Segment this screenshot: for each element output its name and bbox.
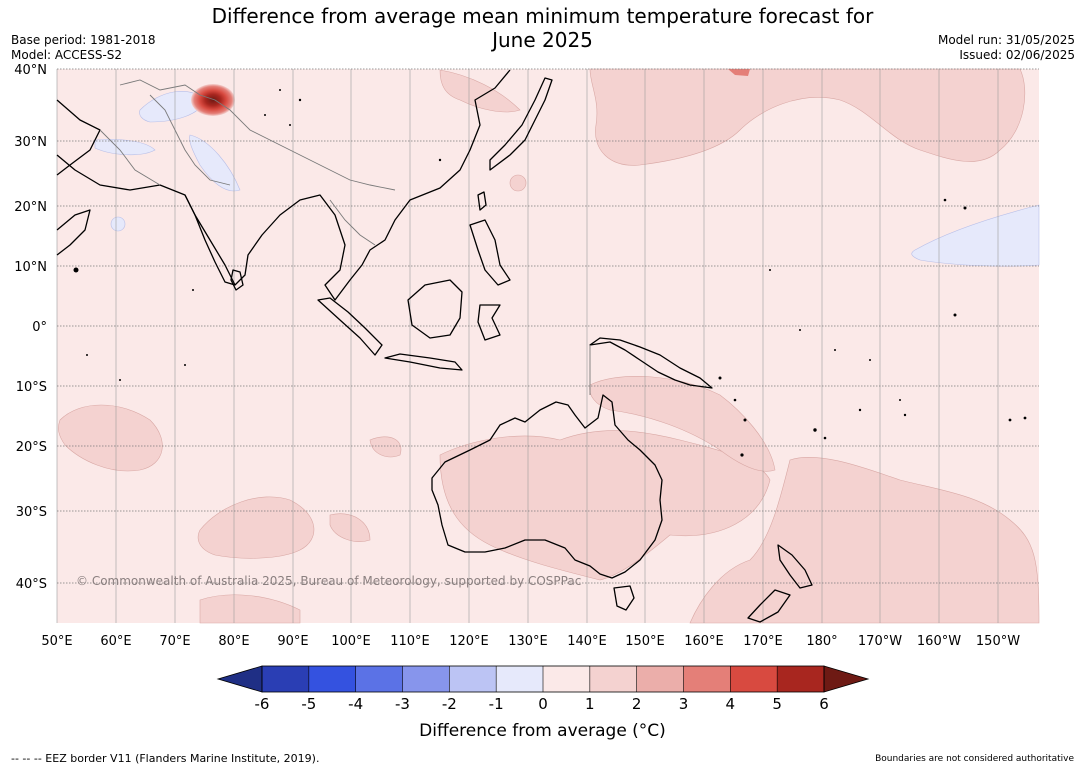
colorbar-segment [543,666,590,692]
lat-label: 10°S [16,380,47,395]
country-borders [99,79,591,395]
lon-label: 170°W [858,634,902,649]
colorbar-tick-label: -6 [255,695,270,713]
lat-label: 40°S [16,577,47,592]
meta-left: Base period: 1981-2018 Model: ACCESS-S2 [11,33,156,63]
colorbar-tick-label: 3 [679,695,689,713]
anomaly-warm-regions [58,68,1040,624]
sulawesi-coast [477,304,501,341]
lat-label: 30°N [14,135,47,150]
lon-label: 170°E [743,634,783,649]
sri-lanka-coast [230,269,244,291]
lon-label: 70°E [159,634,190,649]
new-guinea-coast [589,337,713,389]
colorbar-segment [496,666,543,692]
africa-horn-coast [56,209,91,256]
colorbar-extend-low [216,665,263,693]
colorbar-segment [355,666,403,692]
lon-label: 100°E [331,634,371,649]
colorbar-tick-label: 0 [538,695,548,713]
colorbar-tick-label: -2 [442,695,457,713]
arabia-coast [56,99,101,176]
india-coast [184,194,236,286]
copyright-notice: © Commonwealth of Australia 2025, Bureau… [76,574,582,588]
colorbar-extend-high [823,665,870,693]
lon-label: 160°E [684,634,724,649]
colorbar-segment [449,666,497,692]
colorbar-label: Difference from average (°C) [419,721,666,741]
australia-coast [431,394,663,579]
lon-label: 160°W [917,634,961,649]
colorbar-segment [777,666,824,692]
map-gridlines [56,68,1039,623]
lon-label: 90°E [277,634,308,649]
lon-label: 140°E [567,634,607,649]
colorbar-tick-label: 1 [585,695,595,713]
lon-label: 60°E [100,634,131,649]
colorbar-segment [636,666,684,692]
title-line-1: Difference from average mean minimum tem… [211,4,874,28]
longitude-labels: 50°E 60°E 70°E 80°E 90°E 100°E 110°E 120… [41,634,1020,649]
tasmania-coast [613,585,635,611]
colorbar-tick-label: -4 [348,695,363,713]
sumatra-coast [317,297,383,356]
colorbar-tick-label: 4 [726,695,736,713]
lon-label: 50°E [41,634,72,649]
base-period: Base period: 1981-2018 [11,33,156,47]
coastlines [56,69,813,623]
pacific-islands [73,89,1027,457]
new-zealand-south-coast [747,589,791,623]
small-warm-patch [728,69,750,76]
issued-date: Issued: 02/06/2025 [959,48,1075,62]
taiwan-coast [477,191,487,211]
lon-label: 130°E [508,634,548,649]
lat-label: 20°S [16,440,47,455]
lon-label: 180° [806,634,837,649]
page-title: Difference from average mean minimum tem… [0,4,1085,52]
anomaly-hotspot [191,84,235,116]
title-line-2: June 2025 [492,28,593,52]
colorbar-segment [730,666,778,692]
model-run: Model run: 31/05/2025 [937,33,1075,47]
eez-note: -- -- -- EEZ border V11 (Flanders Marine… [11,752,320,765]
new-zealand-north-coast [777,544,813,589]
lat-label: 30°S [16,505,47,520]
colorbar-ticks: -6 -5 -4 -3 -2 -1 0 1 2 3 4 5 6 [255,695,829,713]
lon-label: 150°W [976,634,1020,649]
borneo-coast [407,279,463,339]
colorbar-tick-label: 5 [772,695,782,713]
colorbar-segment [589,666,637,692]
colorbar-tick-label: 2 [632,695,642,713]
colorbar-tick-label: -1 [489,695,504,713]
model-name: Model: ACCESS-S2 [11,48,123,62]
colorbar-tick-label: -5 [301,695,316,713]
lon-label: 110°E [390,634,430,649]
latitude-labels: 40°N 30°N 20°N 10°N 0° 10°S 20°S 30°S 40… [14,63,47,592]
meta-right: Model run: 31/05/2025 Issued: 02/06/2025 [938,33,1075,63]
japan-coast [489,77,553,171]
colorbar-segment [402,666,450,692]
lat-label: 0° [32,320,47,335]
lon-label: 120°E [449,634,489,649]
colorbar-segment [683,666,731,692]
boundary-note: Boundaries are not considered authoritat… [875,754,1074,764]
java-coast [384,353,463,371]
philippines-coast [469,219,511,286]
lat-label: 10°N [14,260,47,275]
colorbar-tick-label: 6 [819,695,829,713]
lat-label: 20°N [14,200,47,215]
lon-label: 80°E [218,634,249,649]
colorbar-tick-label: -3 [395,695,410,713]
lat-label: 40°N [14,63,47,78]
lon-label: 150°E [625,634,665,649]
colorbar [216,665,870,693]
colorbar-segment [308,666,356,692]
colorbar-segment [262,666,309,692]
